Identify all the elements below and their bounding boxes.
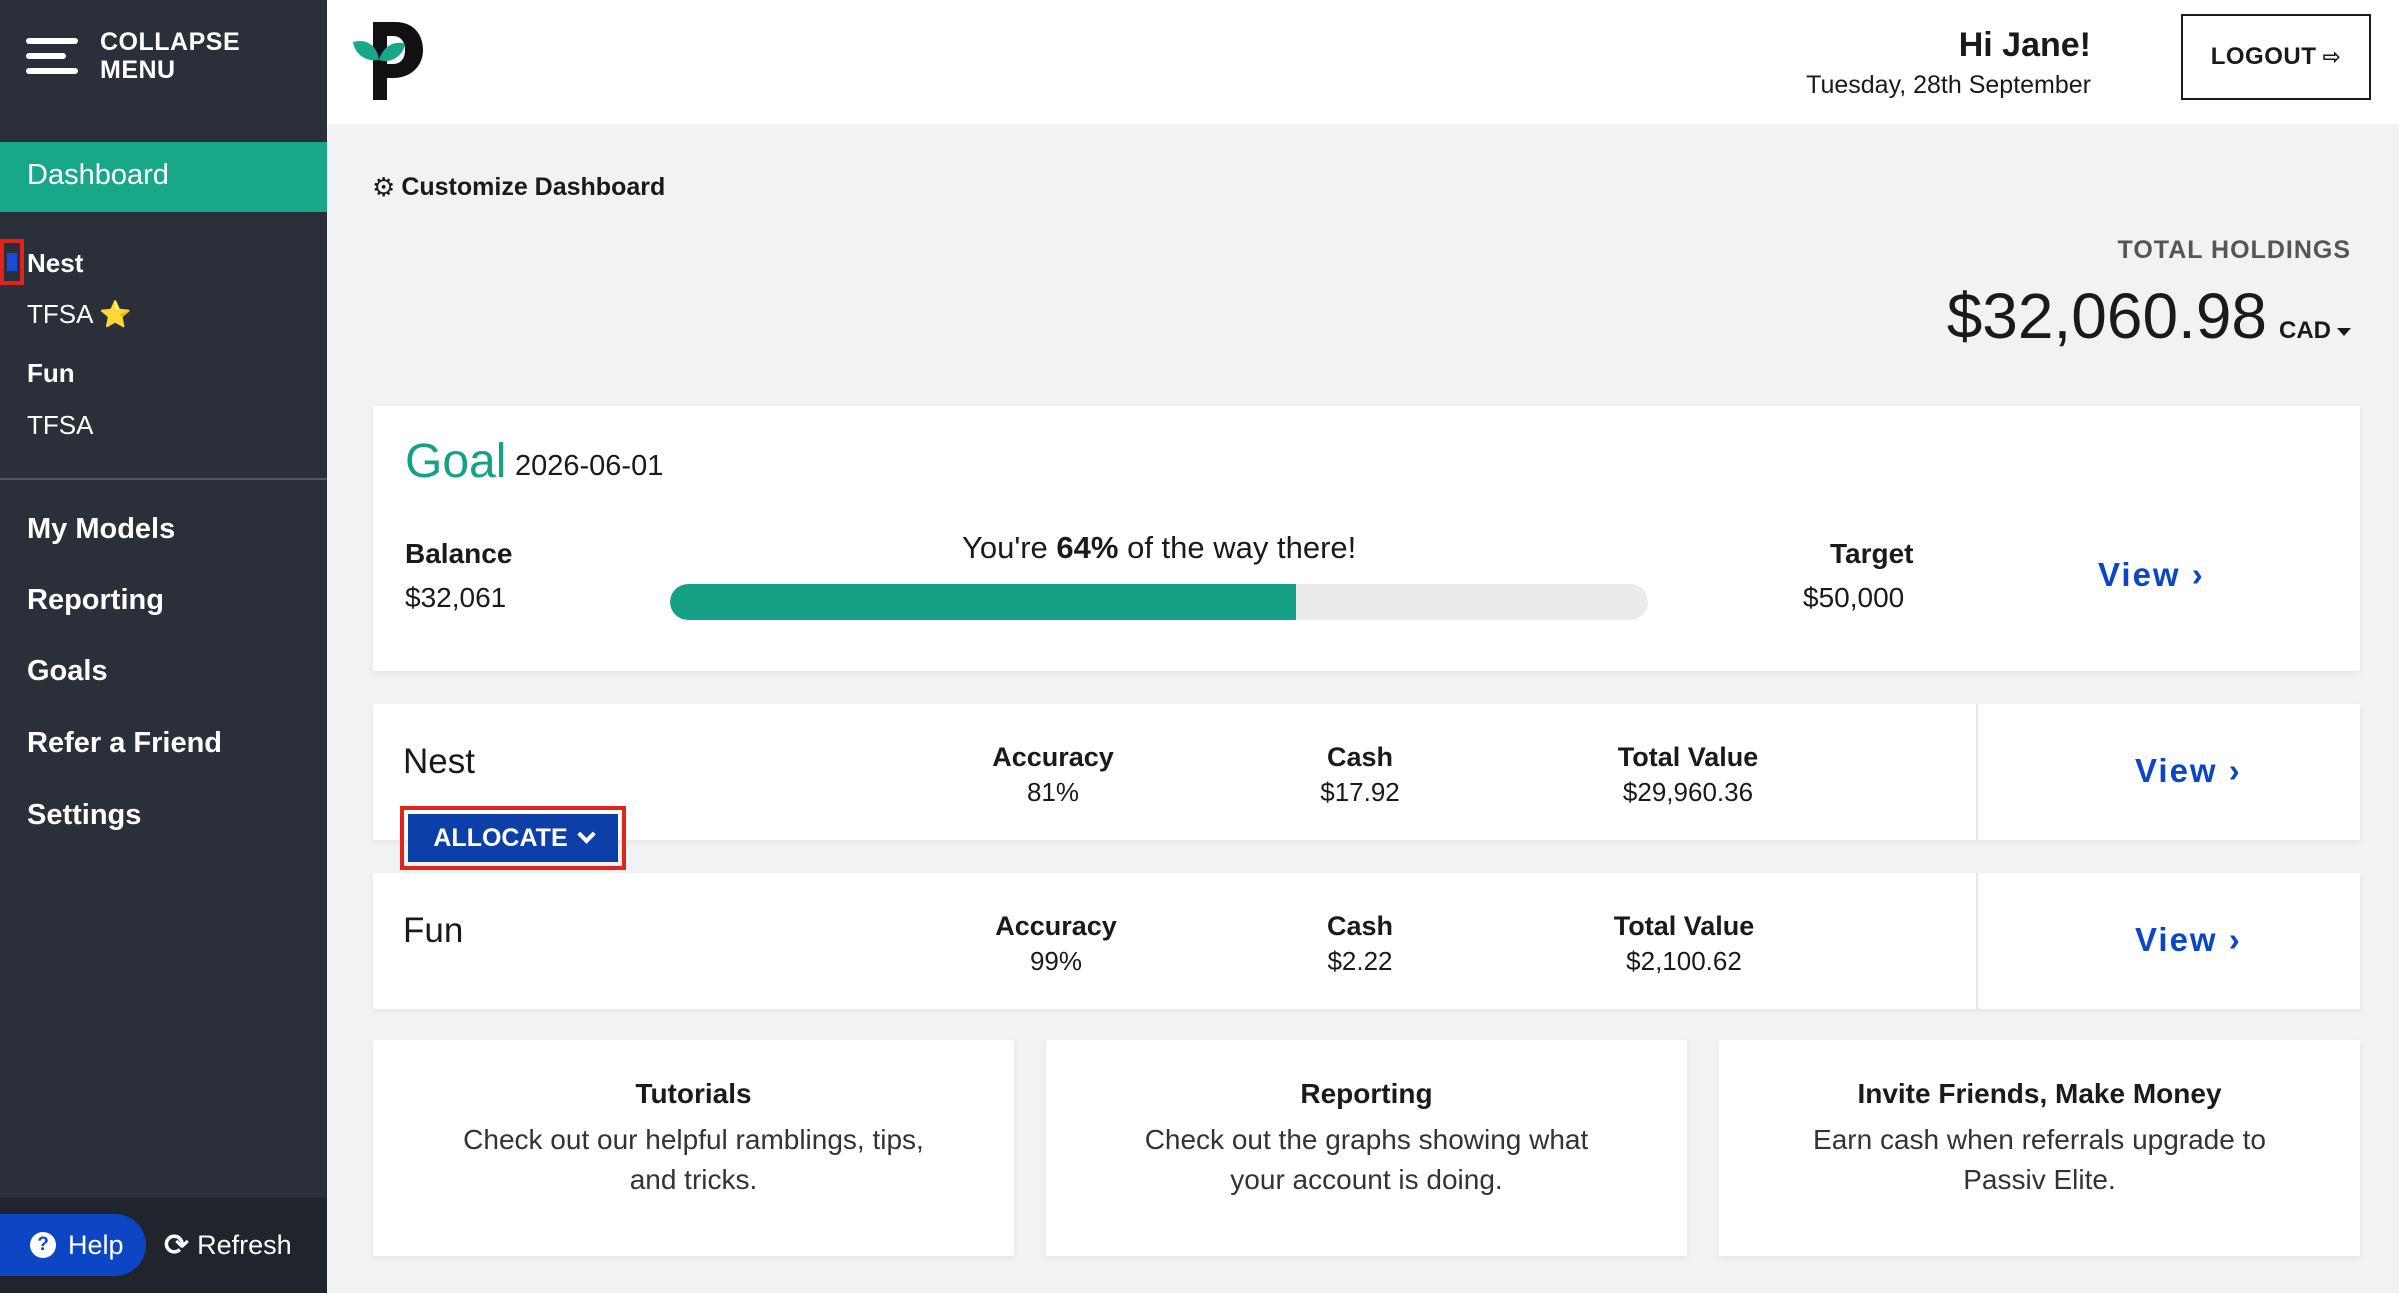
total-value-label: Total Value	[1613, 911, 1755, 941]
collapse-menu-button[interactable]: COLLAPSE MENU	[26, 28, 240, 84]
cash-value: $2.22	[1327, 946, 1393, 976]
total-value-stat: Total Value $29,960.36	[1578, 742, 1798, 808]
collapse-menu-label: COLLAPSE MENU	[100, 28, 241, 84]
sidebar-account-fun-tfsa[interactable]: TFSA	[27, 410, 94, 440]
account-view-link[interactable]: View ›	[2135, 752, 2242, 789]
total-holdings-value-row: $32,060.98 CAD	[1947, 279, 2351, 353]
balance-label: Balance	[405, 538, 513, 569]
sidebar-item-goals[interactable]: Goals	[27, 655, 108, 687]
card-divider	[1976, 704, 1978, 840]
accuracy-value: 81%	[1026, 777, 1080, 807]
goal-title: Goal	[405, 435, 507, 488]
cash-stat: Cash $17.92	[1285, 742, 1435, 808]
progress-prefix: You're	[962, 530, 1057, 565]
accuracy-stat: Accuracy 81%	[973, 742, 1133, 808]
allocate-button[interactable]: ALLOCATE	[408, 814, 618, 862]
sidebar-item-refer-a-friend[interactable]: Refer a Friend	[27, 727, 222, 759]
sidebar-item-settings[interactable]: Settings	[27, 799, 142, 831]
accuracy-stat: Accuracy 99%	[976, 911, 1136, 977]
logout-label: LOGOUT	[2210, 43, 2317, 70]
account-card-fun: Fun Accuracy 99% Cash $2.22 Total Value …	[373, 873, 2360, 1009]
logout-button[interactable]: LOGOUT ⇨	[2181, 14, 2371, 100]
total-value-value: $29,960.36	[1622, 777, 1754, 807]
chevron-down-icon	[2337, 327, 2351, 336]
total-value-stat: Total Value $2,100.62	[1574, 911, 1794, 977]
target-label: Target	[1830, 538, 1914, 569]
sidebar-footer: ? Help ⟳ Refresh	[0, 1198, 327, 1293]
tutorials-card[interactable]: Tutorials Check out our helpful rambling…	[373, 1040, 1014, 1256]
selection-marker	[0, 239, 24, 285]
total-value-value: $2,100.62	[1626, 946, 1742, 976]
balance-value: $32,061	[405, 582, 507, 613]
greeting-block: Hi Jane! Tuesday, 28th September	[1806, 26, 2091, 100]
progress-percent: 64%	[1056, 530, 1119, 565]
allocate-highlight: ALLOCATE	[400, 806, 626, 870]
currency-label: CAD	[2279, 317, 2331, 344]
sidebar-account-nest[interactable]: Nest	[27, 248, 84, 278]
sidebar-divider	[0, 478, 327, 480]
invite-friends-card[interactable]: Invite Friends, Make Money Earn cash whe…	[1719, 1040, 2360, 1256]
account-card-nest: Nest Accuracy 81% Cash $17.92 Total Valu…	[373, 704, 2360, 840]
chevron-down-icon	[576, 824, 596, 844]
goal-view-link[interactable]: View ›	[2098, 556, 2205, 593]
help-label: Help	[68, 1229, 124, 1260]
greeting-date: Tuesday, 28th September	[1806, 71, 2091, 99]
account-name: Fun	[403, 911, 464, 950]
allocate-label: ALLOCATE	[433, 823, 568, 852]
top-header: Hi Jane! Tuesday, 28th September LOGOUT …	[327, 0, 2399, 124]
accuracy-label: Accuracy	[995, 911, 1117, 941]
goal-progress-fill	[670, 584, 1296, 620]
goal-date: 2026-06-01	[515, 450, 664, 482]
progress-text: You're 64% of the way there!	[962, 530, 1762, 566]
reporting-card[interactable]: Reporting Check out the graphs showing w…	[1046, 1040, 1687, 1256]
sidebar-item-dashboard[interactable]: Dashboard	[0, 142, 327, 212]
info-card-description: Earn cash when referrals upgrade to Pass…	[1813, 1124, 2266, 1195]
info-card-description: Check out our helpful ramblings, tips, a…	[463, 1124, 924, 1195]
progress-suffix: of the way there!	[1118, 530, 1357, 565]
refresh-button[interactable]: ⟳ Refresh	[164, 1228, 292, 1263]
refresh-icon: ⟳	[164, 1229, 190, 1262]
info-card-description: Check out the graphs showing what your a…	[1144, 1124, 1589, 1195]
account-name: Nest	[403, 742, 475, 781]
passiv-logo[interactable]	[343, 16, 427, 104]
sidebar-account-nest-tfsa[interactable]: TFSA ⭐	[27, 299, 132, 329]
hamburger-icon	[26, 36, 78, 76]
cash-stat: Cash $2.22	[1285, 911, 1435, 977]
info-card-title: Tutorials	[635, 1078, 752, 1109]
currency-selector[interactable]: CAD	[2279, 317, 2351, 345]
sidebar-item-reporting[interactable]: Reporting	[27, 584, 164, 616]
customize-dashboard-label: Customize Dashboard	[401, 173, 666, 201]
total-holdings-label: TOTAL HOLDINGS	[2117, 236, 2351, 264]
goal-progress-bar	[670, 584, 1648, 620]
sidebar-item-my-models[interactable]: My Models	[27, 513, 176, 545]
sidebar: COLLAPSE MENU Dashboard Nest TFSA ⭐ Fun …	[0, 0, 327, 1293]
total-holdings-value: $32,060.98	[1946, 280, 2267, 352]
cash-value: $17.92	[1320, 777, 1400, 807]
total-value-label: Total Value	[1617, 742, 1759, 772]
card-divider	[1976, 873, 1978, 1009]
sidebar-account-fun[interactable]: Fun	[27, 358, 75, 388]
greeting-name: Hi Jane!	[1958, 26, 2091, 64]
accuracy-value: 99%	[1029, 946, 1083, 976]
question-icon: ?	[30, 1232, 56, 1258]
help-button[interactable]: ? Help	[0, 1214, 146, 1276]
cash-label: Cash	[1326, 742, 1394, 772]
gears-icon: ⚙	[372, 172, 396, 202]
refresh-label: Refresh	[197, 1230, 292, 1260]
info-card-title: Reporting	[1300, 1078, 1433, 1109]
info-card-title: Invite Friends, Make Money	[1857, 1078, 2222, 1109]
target-value: $50,000	[1803, 582, 1905, 613]
account-view-link[interactable]: View ›	[2135, 921, 2242, 958]
cash-label: Cash	[1326, 911, 1394, 941]
accuracy-label: Accuracy	[992, 742, 1114, 772]
customize-dashboard-button[interactable]: ⚙ Customize Dashboard	[372, 172, 665, 203]
goal-card: Goal 2026-06-01 Balance $32,061 You're 6…	[373, 406, 2360, 671]
logout-icon: ⇨	[2322, 44, 2342, 69]
total-holdings: TOTAL HOLDINGS $32,060.98 CAD	[1947, 236, 2351, 353]
